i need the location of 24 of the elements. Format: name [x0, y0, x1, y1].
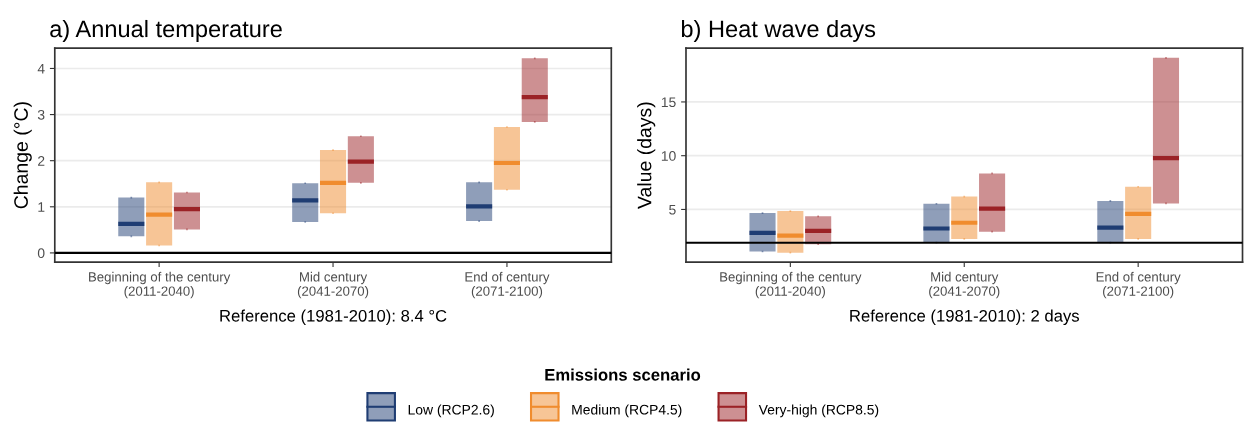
- legend-title: Emissions scenario: [545, 368, 701, 381]
- x-tick-label: End of century (2071-2100): [1096, 271, 1181, 299]
- x-tick-label: Mid century (2041-2070): [297, 271, 369, 299]
- y-tick-label: 10: [661, 151, 676, 161]
- x-tick-label: End of century (2071-2100): [465, 271, 550, 299]
- y-tick-label: 5: [669, 204, 676, 215]
- x-tick-label: Mid century (2041-2070): [929, 271, 1000, 299]
- y-tick-label: 0: [37, 248, 45, 259]
- legend-label: Low (RCP2.6): [408, 404, 494, 418]
- legend-label: Very-high (RCP8.5): [758, 404, 879, 418]
- legend-label: Medium (RCP4.5): [572, 404, 682, 418]
- y-tick-label: 1: [38, 202, 45, 212]
- y-tick-label: 4: [37, 63, 45, 74]
- y-axis-title: Value (days): [637, 102, 656, 209]
- x-tick-label: Beginning of the century (2011-2040): [89, 271, 231, 299]
- x-axis-title: Reference (1981-2010): 2 days: [850, 309, 1080, 326]
- x-tick-label: Beginning of the century (2011-2040): [720, 271, 862, 299]
- y-axis-title: Change (°C): [13, 102, 32, 209]
- chart-title: b) Heat wave days: [681, 19, 876, 42]
- y-tick-label: 2: [38, 156, 45, 166]
- y-tick-label: 3: [37, 109, 45, 120]
- y-tick-label: 15: [661, 97, 676, 108]
- x-axis-title: Reference (1981-2010): 8.4 °C: [220, 309, 447, 326]
- chart-title: a) Annual temperature: [50, 19, 282, 42]
